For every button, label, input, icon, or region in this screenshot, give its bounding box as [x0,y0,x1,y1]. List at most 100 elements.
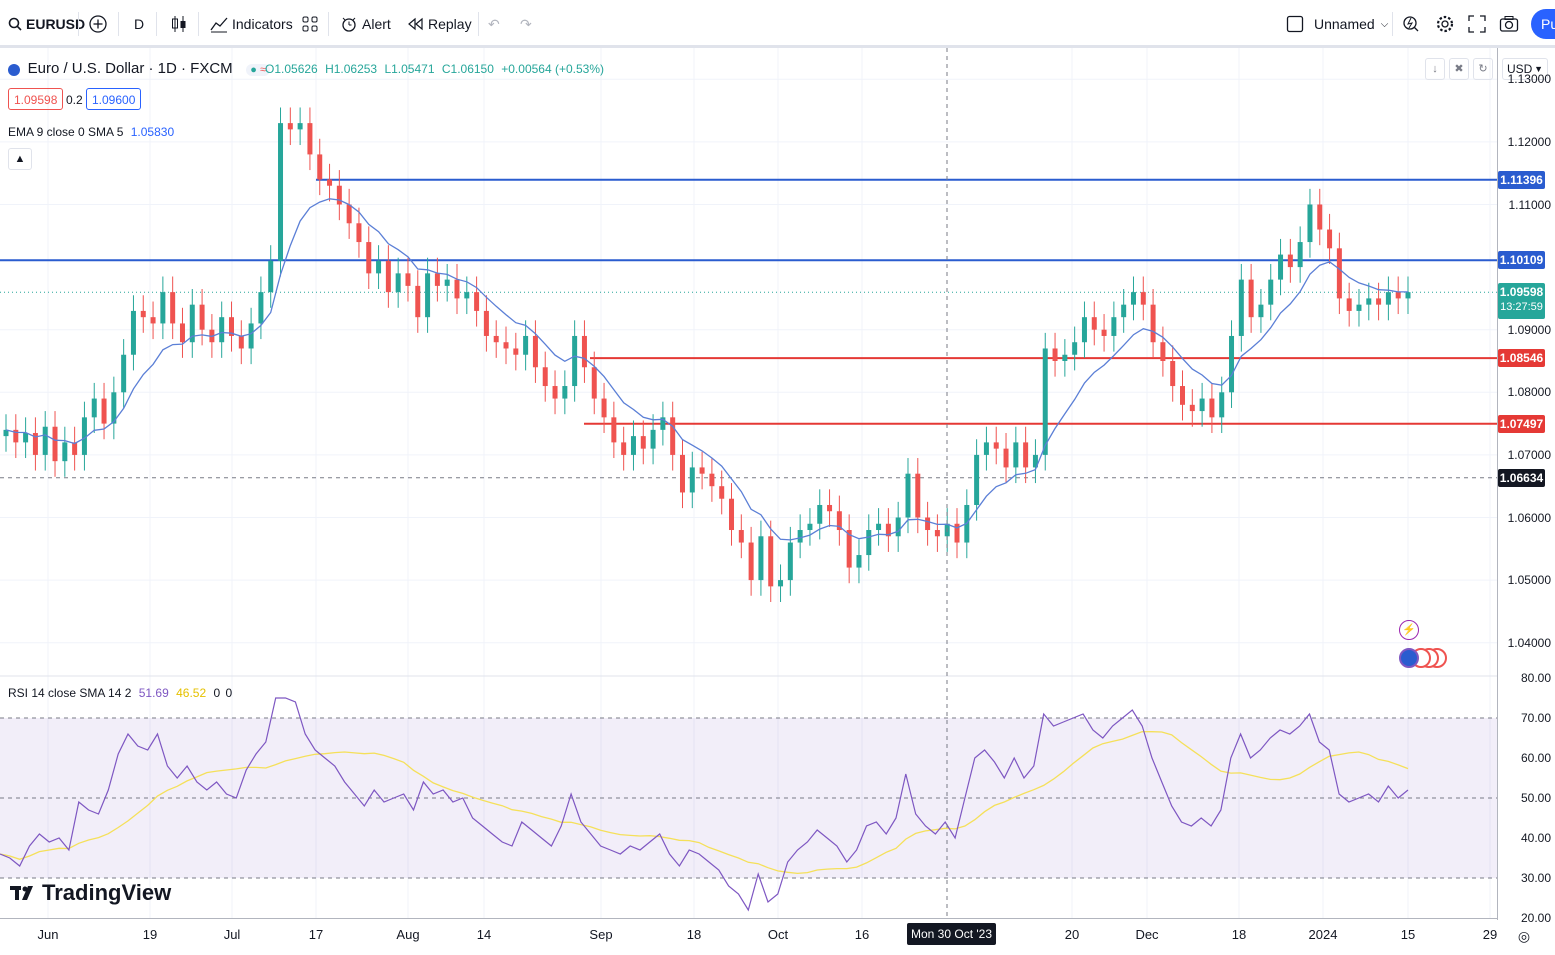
candle-body [885,523,891,537]
fullscreen-button[interactable] [1468,0,1486,48]
lightning-event-icon[interactable]: ⚡ [1399,620,1419,640]
candle-body [297,123,303,130]
camera-icon [1499,15,1519,33]
candle-body [591,367,597,399]
replay-button[interactable]: Replay [408,0,472,48]
candle-body [827,504,833,512]
candle-body [13,429,19,443]
quick-search-button[interactable] [1402,0,1420,48]
candle-body [660,417,666,430]
candle-body [974,454,980,505]
publish-button[interactable]: Pu [1531,9,1555,39]
templates-button[interactable] [301,0,319,48]
buy-button[interactable]: 1.09600 [86,88,142,110]
redo-icon: ↷ [520,15,532,32]
candle-body [1189,404,1195,412]
rsi-legend[interactable]: RSI 14 close SMA 14 2 51.69 46.52 0 0 [8,686,232,700]
price-axis[interactable]: USD ▼ 1.13000 1.12000 1.11000 1.09000 1.0800… [1497,48,1555,925]
candle-body [709,473,715,487]
interval-label: D [134,16,145,32]
ema-legend[interactable]: EMA 9 close 0 SMA 5 1.05830 [8,125,174,139]
candle-body [562,386,568,399]
candle-body [1042,348,1048,455]
time-tick-label: Aug [396,927,420,942]
tradingview-logo[interactable]: TradingView [10,880,171,906]
candle-body [101,398,107,424]
symbol-legend[interactable]: Euro / U.S. Dollar · 1D · FXCM ● ≈ [8,60,271,77]
candle-body [1317,204,1323,230]
candle-body [81,417,87,455]
candle-body [474,292,480,311]
settings-button[interactable] [1435,0,1455,48]
rsi-tick-label: 30.00 [1520,871,1551,885]
price-chart-canvas[interactable] [0,48,1497,920]
candle-body [1140,292,1146,305]
candle-body [111,392,117,424]
bar-countdown: 13:27:59 [1500,301,1543,314]
interval-button[interactable]: D [134,0,144,48]
time-tick-label: Sep [589,927,613,942]
rsi-label: RSI 14 close SMA 14 2 [8,686,132,700]
lightning-search-icon [1402,15,1420,33]
candle-body [287,123,293,130]
candle-body [758,536,764,581]
indicators-button[interactable]: Indicators [210,0,293,48]
candle-body [434,273,440,286]
candle-body [366,242,372,274]
symbol-search[interactable]: EURUSD [8,0,85,48]
candle-body [1219,392,1225,418]
time-tick-label: 18 [1231,927,1247,942]
axis-settings-button[interactable]: ◎ [1513,925,1535,947]
price-tick-label: 1.06000 [1507,510,1551,525]
economic-events-icon[interactable] [1399,648,1451,668]
time-axis[interactable]: Jun 19 Jul 17 Aug 14 Sep 18 Oct 16 20 Dec 18 2024 15 29… [0,918,1497,955]
ohlc-low: L1.05471 [384,62,435,76]
rsi-tick-label: 40.00 [1520,831,1551,845]
candle-body [1052,348,1058,361]
redo-button[interactable]: ↷ [520,0,532,48]
candle-body [160,292,166,324]
candle-body [179,323,185,343]
scroll-down-button[interactable]: ↓ [1425,58,1445,80]
chart-type-button[interactable] [170,0,188,48]
candle-body [1268,279,1274,305]
candle-body [376,260,382,274]
tradingview-icon [10,884,38,902]
ohlc-close: C1.06150 [441,62,494,76]
collapse-legend-button[interactable]: ▲ [8,148,32,170]
collapse-button[interactable]: ✖ [1449,58,1469,80]
layout-button[interactable]: Unnamed ⌵ [1286,0,1388,48]
time-tick-label: 19 [142,927,158,942]
layout-name: Unnamed [1314,16,1375,32]
candle-body [1101,329,1107,336]
candle-body [748,542,754,581]
candle-body [542,367,548,387]
undo-button[interactable]: ↶ [488,0,500,48]
candle-body [729,498,735,531]
top-toolbar: EURUSD D Indicators Alert Replay [0,0,1555,48]
candle-body [150,317,156,324]
candle-body [719,486,725,499]
currency-selector[interactable]: USD ▼ [1502,58,1548,80]
refresh-icon: ↻ [1478,63,1488,75]
ema-label: EMA 9 close 0 SMA 5 [8,125,124,139]
time-tick-label: 18 [686,927,702,942]
candle-body [170,292,176,324]
candle-body [640,436,646,449]
alert-button[interactable]: Alert [340,0,391,48]
candle-body [1150,304,1156,343]
reset-button[interactable]: ↻ [1473,58,1493,80]
sell-button[interactable]: 1.09598 [8,88,64,110]
candle-body [621,442,627,455]
price-tag: 1.09598 13:27:59 [1498,283,1545,320]
candle-body [464,292,470,299]
snapshot-button[interactable] [1499,0,1519,48]
chart-pane[interactable]: Euro / U.S. Dollar · 1D · FXCM ● ≈ O1.05… [0,48,1497,920]
price-tag: 1.10109 [1498,251,1545,270]
add-symbol-button[interactable] [88,0,108,48]
candle-body [1405,292,1411,299]
price-tag: 1.08546 [1498,349,1545,368]
candle-body [689,467,695,493]
candle-body [836,511,842,531]
candle-body [768,536,774,587]
